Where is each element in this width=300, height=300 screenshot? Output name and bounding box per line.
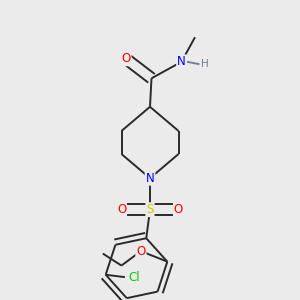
Text: O: O (174, 203, 183, 216)
Text: N: N (177, 55, 186, 68)
Text: H: H (201, 59, 208, 69)
Text: N: N (146, 172, 154, 185)
Text: O: O (117, 203, 126, 216)
Text: O: O (136, 245, 146, 258)
Text: Cl: Cl (129, 271, 140, 284)
Text: O: O (122, 52, 130, 65)
Text: S: S (146, 203, 154, 216)
